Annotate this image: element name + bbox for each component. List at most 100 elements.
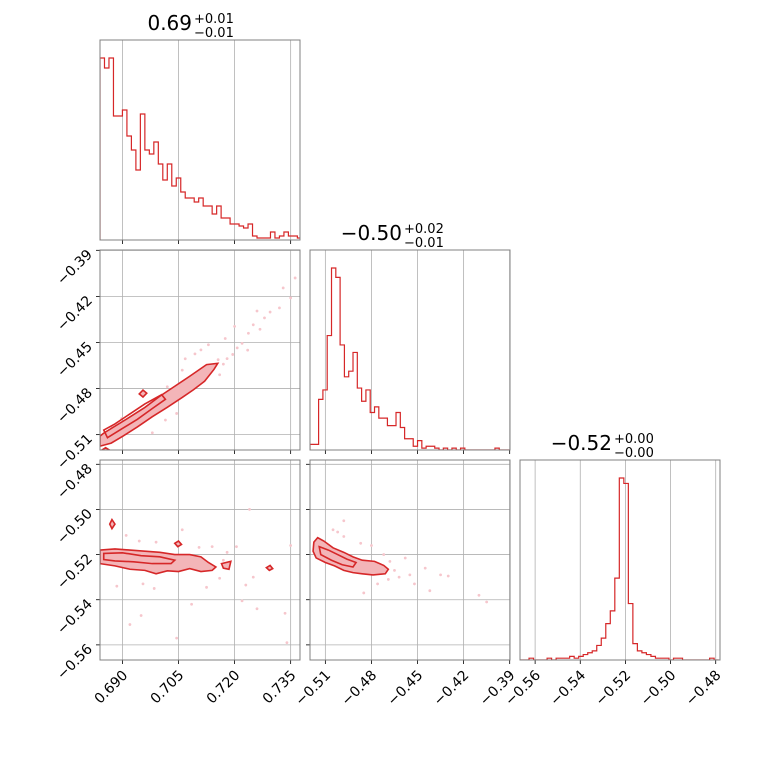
sample-point bbox=[255, 607, 259, 611]
sample-point bbox=[225, 357, 229, 361]
sample-point bbox=[175, 636, 179, 640]
histogram-step-line bbox=[100, 57, 300, 240]
panel-frame bbox=[99, 249, 301, 451]
sample-point bbox=[221, 558, 225, 562]
sample-point bbox=[233, 324, 236, 328]
sample-point bbox=[413, 582, 416, 586]
sample-point bbox=[255, 309, 259, 313]
panel-title-median: −0.50 bbox=[341, 221, 402, 245]
sample-point bbox=[175, 412, 179, 415]
contour-line-inner bbox=[102, 393, 167, 439]
sample-point bbox=[293, 276, 297, 280]
histogram-step-line bbox=[310, 267, 510, 450]
histogram-step-line bbox=[520, 477, 719, 660]
sample-point bbox=[235, 545, 238, 549]
contour-line-inner bbox=[318, 545, 358, 568]
panel-title-upper-error: +0.02 bbox=[404, 222, 444, 237]
x-tick-label: −0.54 bbox=[547, 667, 589, 709]
y-tick-label: −0.56 bbox=[54, 641, 96, 683]
sample-point bbox=[382, 553, 386, 556]
sample-point bbox=[152, 587, 156, 590]
sample-point bbox=[289, 544, 293, 547]
contour-island-line bbox=[220, 560, 232, 571]
contour-island-line bbox=[265, 564, 274, 572]
sample-point bbox=[247, 331, 250, 335]
sample-point bbox=[285, 641, 289, 645]
sample-point bbox=[225, 550, 229, 554]
sample-point bbox=[428, 589, 432, 593]
x-tick-label: −0.48 bbox=[339, 668, 381, 710]
contour-line-inner bbox=[102, 551, 177, 565]
panel-title-upper-error: +0.00 bbox=[614, 432, 654, 447]
sample-point bbox=[164, 418, 167, 422]
panel-2d-content bbox=[100, 276, 297, 450]
sample-point bbox=[278, 306, 281, 310]
contour-line-outer bbox=[100, 362, 220, 447]
sample-point bbox=[139, 614, 143, 617]
sample-point bbox=[376, 582, 379, 586]
sample-point bbox=[248, 508, 251, 511]
contour-island-line bbox=[173, 540, 183, 548]
x-tick-label: 0.720 bbox=[204, 668, 244, 708]
sample-point bbox=[393, 568, 396, 572]
sample-point bbox=[251, 323, 255, 327]
sample-point bbox=[180, 528, 184, 532]
x-tick-label: −0.50 bbox=[638, 668, 680, 710]
sample-point bbox=[218, 576, 222, 580]
sample-point bbox=[223, 337, 227, 340]
panel-title-lower-error: −0.01 bbox=[404, 236, 444, 251]
x-tick-label: 0.735 bbox=[260, 668, 300, 708]
panel-frame bbox=[99, 459, 301, 661]
sample-point bbox=[342, 535, 346, 538]
sample-point bbox=[289, 296, 293, 300]
x-tick-label: −0.51 bbox=[293, 668, 335, 710]
panel-title-lower-error: −0.01 bbox=[194, 26, 234, 41]
panel-title-upper-error: +0.01 bbox=[194, 12, 234, 27]
sample-point bbox=[403, 556, 407, 560]
sample-point bbox=[218, 373, 222, 377]
sample-point bbox=[336, 530, 340, 534]
sample-point bbox=[128, 623, 132, 626]
sample-point bbox=[216, 358, 220, 362]
x-tick-label: −0.45 bbox=[385, 668, 427, 710]
sample-point bbox=[388, 559, 392, 563]
sample-point bbox=[268, 310, 272, 314]
sample-point bbox=[207, 343, 210, 347]
sample-point bbox=[244, 583, 248, 587]
panel-title-median: −0.52 bbox=[551, 431, 612, 455]
sample-point bbox=[154, 540, 158, 544]
sample-point bbox=[439, 573, 442, 577]
sample-point bbox=[342, 519, 346, 523]
panel-2d-content bbox=[312, 519, 489, 604]
sample-point bbox=[485, 600, 489, 604]
sample-point bbox=[205, 585, 208, 589]
x-tick-label: 0.690 bbox=[92, 668, 132, 708]
sample-point bbox=[246, 348, 250, 352]
sample-point bbox=[231, 353, 235, 356]
panel-title-lower-error: −0.00 bbox=[614, 446, 654, 461]
sample-point bbox=[408, 573, 412, 577]
sample-point bbox=[190, 602, 193, 606]
sample-point bbox=[137, 539, 141, 543]
sample-point bbox=[240, 599, 244, 603]
y-tick-label: −0.54 bbox=[54, 596, 96, 638]
y-tick-label: −0.39 bbox=[54, 247, 96, 289]
sample-point bbox=[180, 368, 184, 372]
panel-frame bbox=[309, 249, 511, 451]
sample-point bbox=[197, 545, 201, 549]
y-tick-label: −0.48 bbox=[54, 385, 96, 427]
sample-point bbox=[362, 591, 366, 595]
panel-frame bbox=[99, 39, 301, 241]
sample-point bbox=[124, 533, 128, 537]
sample-point bbox=[359, 541, 363, 545]
y-tick-label: −0.52 bbox=[54, 551, 96, 593]
panel-2d-content bbox=[100, 508, 293, 645]
sample-point bbox=[281, 286, 285, 290]
sample-point bbox=[235, 346, 239, 350]
sample-point bbox=[397, 575, 401, 579]
contour-island-line bbox=[108, 517, 116, 531]
sample-point bbox=[199, 348, 203, 352]
sample-point bbox=[446, 574, 450, 578]
x-tick-label: −0.52 bbox=[593, 668, 635, 710]
